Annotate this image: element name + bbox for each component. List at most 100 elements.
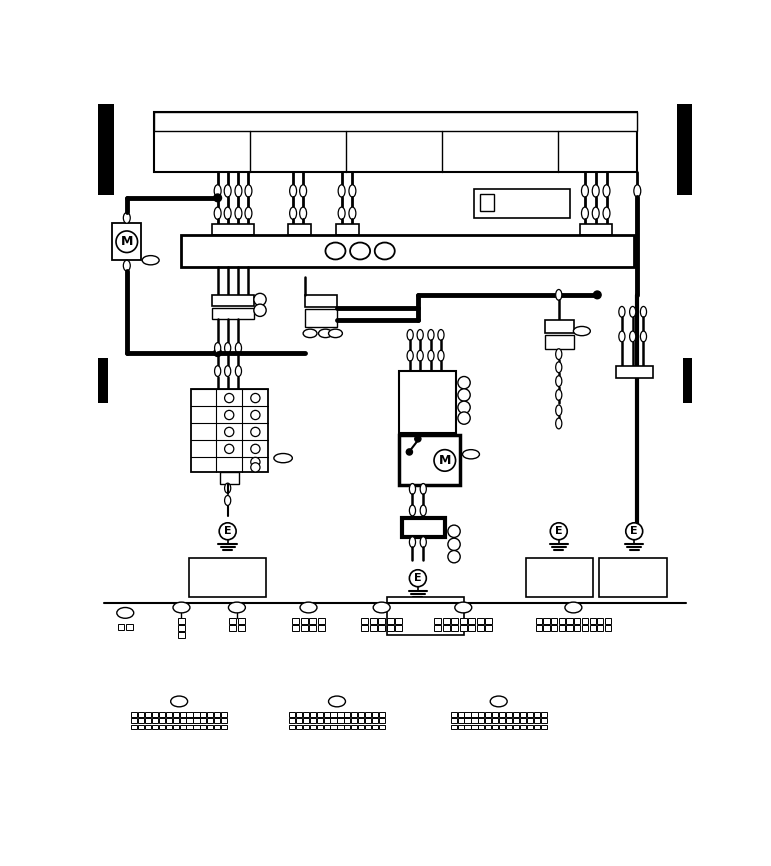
Bar bbox=[476, 618, 483, 624]
Ellipse shape bbox=[417, 330, 423, 340]
Circle shape bbox=[214, 349, 221, 357]
Ellipse shape bbox=[328, 329, 342, 338]
Bar bbox=[598, 625, 604, 630]
Circle shape bbox=[251, 393, 260, 403]
Ellipse shape bbox=[224, 483, 231, 493]
Ellipse shape bbox=[214, 207, 221, 219]
Ellipse shape bbox=[641, 331, 647, 342]
Bar bbox=[194, 719, 200, 723]
Ellipse shape bbox=[116, 608, 133, 618]
Circle shape bbox=[448, 525, 460, 538]
Bar bbox=[451, 618, 458, 624]
Bar bbox=[138, 712, 144, 717]
Bar bbox=[534, 725, 540, 729]
Bar bbox=[138, 719, 144, 723]
Bar bbox=[338, 725, 344, 729]
Bar bbox=[318, 618, 325, 624]
Bar bbox=[359, 719, 365, 723]
Bar bbox=[178, 632, 185, 637]
Bar bbox=[145, 712, 151, 717]
Ellipse shape bbox=[455, 602, 472, 613]
Bar bbox=[359, 725, 365, 729]
Bar bbox=[468, 618, 475, 624]
Bar bbox=[485, 712, 491, 717]
Ellipse shape bbox=[556, 349, 562, 359]
Text: E: E bbox=[224, 527, 231, 536]
Bar bbox=[536, 618, 542, 624]
Bar bbox=[520, 719, 526, 723]
Bar bbox=[540, 712, 547, 717]
Bar bbox=[443, 625, 449, 630]
Bar bbox=[599, 559, 667, 597]
Bar bbox=[289, 712, 295, 717]
Bar bbox=[387, 597, 464, 636]
Ellipse shape bbox=[328, 696, 345, 707]
Ellipse shape bbox=[235, 343, 241, 353]
Bar bbox=[513, 712, 519, 717]
Ellipse shape bbox=[318, 329, 332, 338]
Bar bbox=[457, 725, 463, 729]
Bar bbox=[309, 618, 316, 624]
Bar bbox=[345, 712, 351, 717]
Circle shape bbox=[448, 538, 460, 551]
Bar bbox=[159, 712, 165, 717]
Bar bbox=[138, 725, 144, 729]
Circle shape bbox=[458, 377, 470, 389]
Bar bbox=[499, 725, 505, 729]
Ellipse shape bbox=[417, 351, 423, 361]
Bar bbox=[229, 618, 236, 624]
Bar bbox=[288, 224, 311, 235]
Ellipse shape bbox=[490, 696, 507, 707]
Bar bbox=[214, 719, 221, 723]
Text: E: E bbox=[414, 573, 422, 583]
Circle shape bbox=[594, 291, 601, 299]
Ellipse shape bbox=[409, 505, 416, 516]
Bar bbox=[605, 618, 611, 624]
Bar bbox=[153, 112, 638, 171]
Ellipse shape bbox=[556, 289, 562, 301]
Bar bbox=[362, 618, 369, 624]
Bar bbox=[545, 335, 574, 349]
Bar bbox=[520, 712, 526, 717]
Ellipse shape bbox=[409, 537, 416, 547]
Bar bbox=[677, 104, 692, 195]
Ellipse shape bbox=[245, 207, 252, 219]
Bar bbox=[194, 712, 200, 717]
Bar bbox=[221, 712, 227, 717]
Circle shape bbox=[224, 444, 234, 454]
Bar bbox=[536, 625, 542, 630]
Bar bbox=[212, 308, 254, 319]
Bar bbox=[372, 725, 379, 729]
Bar bbox=[189, 559, 266, 597]
Bar bbox=[590, 618, 596, 624]
Ellipse shape bbox=[300, 602, 317, 613]
Bar bbox=[527, 712, 533, 717]
Bar bbox=[152, 719, 158, 723]
Ellipse shape bbox=[634, 184, 641, 197]
Ellipse shape bbox=[407, 330, 413, 340]
Bar bbox=[200, 719, 207, 723]
Ellipse shape bbox=[550, 523, 567, 540]
Circle shape bbox=[458, 401, 470, 413]
Bar bbox=[324, 725, 330, 729]
Bar bbox=[559, 618, 565, 624]
Ellipse shape bbox=[375, 242, 395, 260]
Bar bbox=[289, 719, 295, 723]
Ellipse shape bbox=[300, 207, 307, 219]
Bar bbox=[372, 712, 379, 717]
Bar bbox=[310, 712, 316, 717]
Bar bbox=[292, 625, 299, 630]
Bar bbox=[131, 712, 137, 717]
Bar bbox=[324, 719, 330, 723]
Circle shape bbox=[415, 436, 421, 442]
Bar bbox=[221, 725, 227, 729]
Ellipse shape bbox=[428, 351, 434, 361]
Bar bbox=[331, 725, 337, 729]
Ellipse shape bbox=[619, 331, 625, 342]
Bar bbox=[173, 725, 179, 729]
Ellipse shape bbox=[420, 537, 426, 547]
Bar bbox=[534, 712, 540, 717]
Bar bbox=[471, 719, 477, 723]
Bar bbox=[180, 725, 186, 729]
Ellipse shape bbox=[219, 523, 236, 540]
